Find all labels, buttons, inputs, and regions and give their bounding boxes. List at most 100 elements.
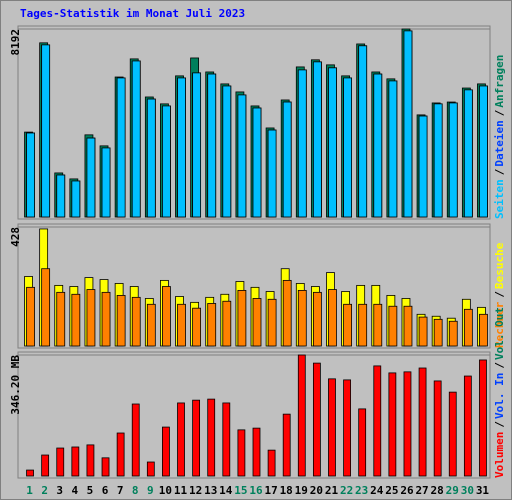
chart-title: Tages-Statistik im Monat Juli 2023 bbox=[20, 7, 245, 20]
x-tick-label: 30 bbox=[461, 484, 474, 497]
bar bbox=[252, 427, 261, 477]
bar bbox=[86, 444, 95, 477]
bar bbox=[328, 67, 337, 218]
bar bbox=[101, 291, 111, 347]
bar bbox=[328, 289, 337, 347]
bar bbox=[86, 137, 96, 218]
bar bbox=[71, 293, 81, 347]
bar bbox=[358, 45, 368, 218]
bar bbox=[237, 94, 247, 218]
x-tick-label: 7 bbox=[117, 484, 124, 497]
x-tick-label: 13 bbox=[204, 484, 217, 497]
legend-separator: / bbox=[493, 362, 506, 369]
bar bbox=[463, 89, 473, 218]
bar bbox=[116, 294, 126, 347]
bar bbox=[403, 30, 413, 218]
bar bbox=[388, 80, 398, 218]
bar bbox=[56, 447, 65, 477]
bar bbox=[297, 69, 307, 218]
x-tick-label: 29 bbox=[446, 484, 459, 497]
bar bbox=[479, 313, 488, 347]
legend-label: Dateien bbox=[493, 120, 506, 166]
bar bbox=[101, 457, 110, 477]
bar bbox=[373, 365, 382, 477]
bar bbox=[71, 446, 80, 477]
legend-label: Vol. Out bbox=[493, 307, 506, 360]
bar bbox=[479, 85, 488, 218]
bar bbox=[146, 303, 156, 347]
x-tick-label: 22 bbox=[340, 484, 353, 497]
bar bbox=[343, 303, 352, 347]
bar bbox=[252, 298, 262, 347]
bar bbox=[177, 402, 185, 477]
bar bbox=[131, 296, 141, 347]
x-tick-label: 4 bbox=[72, 484, 79, 497]
bar bbox=[373, 303, 383, 347]
bar bbox=[282, 101, 292, 218]
bar bbox=[26, 286, 35, 347]
x-tick-label: 18 bbox=[280, 484, 293, 497]
bar bbox=[222, 85, 232, 218]
x-tick-label: 21 bbox=[325, 484, 339, 497]
x-tick-label: 15 bbox=[234, 484, 247, 497]
bar bbox=[162, 426, 170, 477]
bar bbox=[177, 77, 186, 218]
bar bbox=[177, 303, 186, 347]
x-tick-label: 6 bbox=[102, 484, 109, 497]
bar bbox=[116, 77, 126, 218]
bar bbox=[222, 300, 232, 347]
bar bbox=[479, 359, 487, 477]
bar bbox=[207, 303, 217, 347]
y-tick-label: 346.20 MB bbox=[9, 355, 22, 415]
bar bbox=[297, 289, 307, 347]
bar bbox=[312, 362, 321, 477]
bar bbox=[192, 307, 202, 347]
bar bbox=[463, 308, 473, 347]
x-tick-label: 17 bbox=[264, 484, 277, 497]
bar bbox=[373, 73, 383, 218]
bar bbox=[237, 289, 247, 347]
bar bbox=[192, 72, 202, 218]
x-tick-label: 10 bbox=[159, 484, 172, 497]
x-tick-label: 27 bbox=[415, 484, 428, 497]
x-tick-label: 1 bbox=[26, 484, 33, 497]
bar bbox=[312, 61, 322, 218]
y-tick-label: 428 bbox=[9, 227, 22, 247]
legend-label: Volumen bbox=[493, 432, 506, 478]
bar bbox=[282, 279, 292, 347]
bar bbox=[343, 77, 352, 218]
x-tick-label: 3 bbox=[56, 484, 63, 497]
legend-label: Seiten bbox=[493, 179, 506, 219]
bar bbox=[222, 402, 231, 477]
bar bbox=[448, 391, 457, 477]
bar bbox=[86, 289, 96, 347]
bar bbox=[207, 398, 216, 477]
legend-separator: / bbox=[493, 291, 506, 298]
bar bbox=[388, 372, 397, 477]
bar bbox=[71, 180, 81, 218]
x-tick-label: 11 bbox=[174, 484, 188, 497]
x-tick-label: 25 bbox=[385, 484, 398, 497]
legend-label: Besuche bbox=[493, 242, 506, 289]
x-tick-label: 24 bbox=[370, 484, 384, 497]
bar bbox=[267, 449, 276, 477]
bar bbox=[297, 354, 306, 477]
x-tick-label: 26 bbox=[400, 484, 414, 497]
x-tick-label: 19 bbox=[295, 484, 308, 497]
x-tick-label: 14 bbox=[219, 484, 233, 497]
bar bbox=[101, 147, 111, 218]
bar bbox=[403, 305, 413, 347]
x-tick-label: 12 bbox=[189, 484, 202, 497]
bar bbox=[252, 107, 262, 218]
bar bbox=[26, 132, 35, 218]
bar bbox=[116, 432, 125, 477]
legend-separator: / bbox=[493, 109, 506, 116]
bar bbox=[162, 286, 171, 347]
bar bbox=[162, 105, 171, 218]
bar bbox=[388, 305, 398, 347]
bar bbox=[448, 320, 458, 347]
legend-label: Rechner bbox=[493, 301, 506, 348]
x-tick-label: 2 bbox=[41, 484, 48, 497]
bar bbox=[433, 380, 442, 477]
